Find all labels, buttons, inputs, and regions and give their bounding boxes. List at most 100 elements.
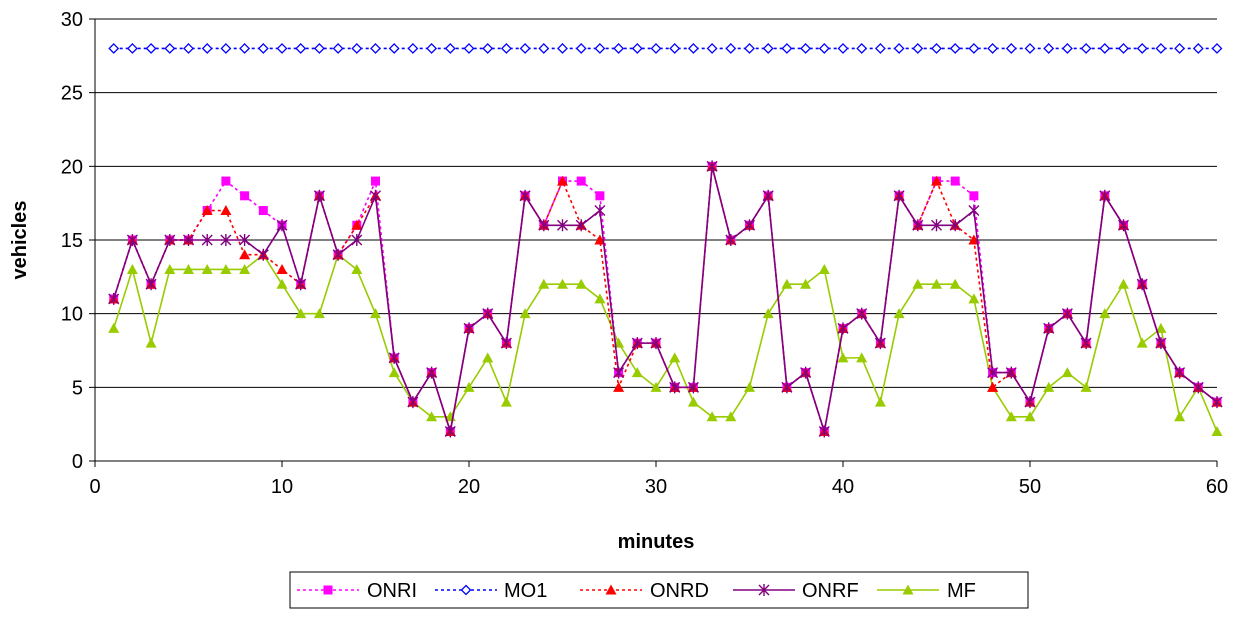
legend-marker-mf	[902, 584, 914, 595]
data-point-mf	[912, 278, 924, 289]
y-tick-label: 0	[72, 451, 83, 473]
data-point-mf	[669, 352, 681, 363]
data-point-mo1	[332, 43, 344, 54]
data-point-onrf	[145, 278, 157, 291]
data-point-onri	[221, 176, 231, 186]
data-point-mf	[126, 263, 138, 274]
series-line-onrf	[112, 166, 1218, 432]
x-tick-label: 30	[645, 476, 667, 498]
data-point-onrf	[1118, 219, 1129, 232]
data-point-onrf	[893, 189, 905, 202]
data-point-onrf	[818, 425, 830, 438]
data-point-mo1	[650, 43, 662, 54]
data-point-mf	[1080, 381, 1092, 392]
data-point-onrf	[650, 337, 662, 350]
data-point-onrf	[744, 219, 755, 232]
data-point-mo1	[239, 43, 251, 54]
data-point-mf	[482, 352, 494, 363]
data-point-mf	[818, 263, 830, 274]
data-point-mf	[800, 278, 812, 289]
data-point-mf	[1174, 411, 1186, 422]
data-point-mo1	[725, 43, 737, 54]
data-point-onrf	[594, 204, 606, 217]
data-point-mo1	[426, 43, 438, 54]
data-point-mf	[239, 263, 251, 274]
data-point-mo1	[145, 43, 157, 54]
data-point-mo1	[108, 43, 120, 54]
data-point-onrf	[874, 337, 886, 350]
data-point-mo1	[388, 43, 400, 54]
y-tick-label: 30	[61, 9, 83, 31]
data-point-onrf	[220, 234, 232, 246]
data-point-onrf	[800, 366, 812, 379]
data-point-onrf	[257, 248, 269, 261]
data-point-mo1	[818, 43, 830, 54]
data-point-onrf	[1211, 396, 1223, 409]
data-point-mo1	[500, 43, 512, 54]
legend-item-onrf: ONRF	[733, 580, 859, 602]
data-point-onrf	[762, 189, 774, 202]
data-point-onrf	[856, 307, 868, 320]
data-point-onrf	[407, 396, 419, 409]
data-point-mf	[276, 278, 288, 289]
data-point-onrf	[538, 219, 550, 232]
data-point-mf	[370, 308, 381, 319]
data-point-mo1	[1192, 43, 1204, 54]
data-point-mf	[519, 308, 531, 319]
data-point-onrd	[594, 234, 606, 245]
y-tick-label: 10	[61, 304, 83, 326]
data-point-onrf	[1005, 366, 1017, 379]
data-point-mo1	[557, 43, 568, 54]
data-point-onrf	[1136, 278, 1148, 291]
tick-labels: 0 5 10 15 20 25 30 0 10 20 30 40 50 60	[61, 9, 1228, 498]
legend-label-onrf: ONRF	[802, 580, 859, 602]
legend-item-mf: MF	[877, 580, 976, 602]
data-point-mf	[650, 381, 662, 392]
series-line-mf	[112, 253, 1218, 432]
legend: ONRI MO1 ONRD ONRF MF	[289, 571, 1029, 609]
series-onri	[109, 161, 1222, 437]
data-point-mo1	[837, 43, 849, 54]
data-point-mo1	[1080, 43, 1092, 54]
data-point-onri	[950, 176, 960, 186]
legend-label-mo1: MO1	[504, 580, 547, 602]
data-point-mo1	[931, 43, 942, 54]
x-tick-label: 10	[271, 476, 293, 498]
data-point-onrf	[1192, 381, 1204, 394]
data-point-mf	[500, 396, 512, 407]
data-point-mf	[837, 352, 849, 363]
data-point-mf	[781, 278, 793, 289]
data-point-mf	[538, 278, 550, 289]
data-point-mo1	[351, 43, 363, 54]
data-point-mo1	[762, 43, 774, 54]
data-point-onrf	[239, 234, 251, 246]
data-point-mo1	[519, 43, 531, 54]
data-point-onri	[371, 176, 380, 186]
data-point-mo1	[706, 43, 718, 54]
data-point-onrf	[837, 322, 849, 335]
data-point-onrf	[126, 234, 138, 246]
data-point-onrf	[575, 219, 587, 232]
data-point-onrf	[931, 219, 942, 232]
data-point-mf	[893, 308, 905, 319]
data-point-onrf	[201, 234, 213, 246]
data-point-mf	[949, 278, 961, 289]
series-onrf	[108, 160, 1223, 438]
data-point-onri	[969, 191, 979, 201]
data-point-mf	[968, 293, 980, 304]
data-point-mf	[557, 278, 568, 289]
data-point-mo1	[1099, 43, 1111, 54]
data-point-mf	[1024, 411, 1036, 422]
data-point-onrf	[1043, 322, 1055, 335]
data-point-onrf	[519, 189, 531, 202]
data-point-mo1	[295, 43, 307, 54]
data-point-onrf	[388, 351, 400, 364]
data-point-mf	[108, 322, 120, 333]
data-point-mo1	[874, 43, 886, 54]
data-point-mo1	[1211, 43, 1223, 54]
data-point-mf	[313, 308, 325, 319]
legend-item-mo1: MO1	[435, 580, 547, 602]
data-point-mf	[295, 308, 307, 319]
data-point-onrf	[949, 219, 961, 232]
